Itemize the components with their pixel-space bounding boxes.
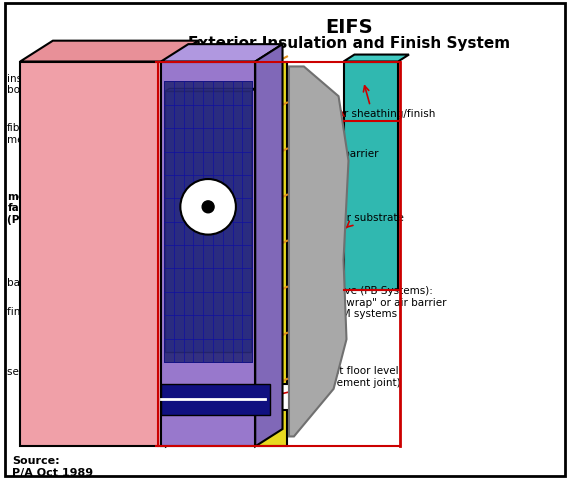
Text: fiberglass
mesh (or lath): fiberglass mesh (or lath)	[7, 101, 169, 145]
Text: adhesive (PB Systems):
"housewrap" or air barrier
with PM systems: adhesive (PB Systems): "housewrap" or ai…	[292, 286, 446, 319]
Text: sealant joint: sealant joint	[7, 367, 166, 393]
Polygon shape	[164, 81, 253, 362]
Text: vapor barrier: vapor barrier	[310, 111, 378, 159]
Circle shape	[180, 179, 236, 235]
Polygon shape	[161, 44, 283, 61]
Text: interior sheathing/finish: interior sheathing/finish	[310, 86, 435, 119]
Polygon shape	[165, 88, 255, 91]
Polygon shape	[166, 41, 199, 446]
Text: base coat: base coat	[7, 125, 167, 288]
Text: exterior substrate: exterior substrate	[310, 213, 404, 228]
Polygon shape	[161, 384, 270, 414]
Text: Source:
P/A Oct 1989: Source: P/A Oct 1989	[12, 456, 93, 478]
Polygon shape	[344, 55, 409, 61]
Text: gap at floor level
(movement joint): gap at floor level (movement joint)	[272, 366, 400, 397]
Polygon shape	[258, 61, 287, 384]
Text: mechanical
fastener
(PM systems): mechanical fastener (PM systems)	[7, 192, 203, 225]
Polygon shape	[161, 61, 255, 446]
Polygon shape	[20, 41, 199, 61]
Polygon shape	[289, 67, 348, 437]
Text: finish coat: finish coat	[7, 238, 162, 317]
Text: EIFS: EIFS	[325, 18, 373, 37]
Polygon shape	[20, 61, 166, 446]
Text: insulation
board: insulation board	[7, 73, 171, 95]
Polygon shape	[344, 61, 398, 290]
Polygon shape	[258, 410, 287, 446]
Polygon shape	[165, 91, 251, 352]
Text: Exterior Insulation and Finish System: Exterior Insulation and Finish System	[189, 36, 511, 51]
Circle shape	[202, 201, 214, 213]
Polygon shape	[255, 44, 283, 446]
